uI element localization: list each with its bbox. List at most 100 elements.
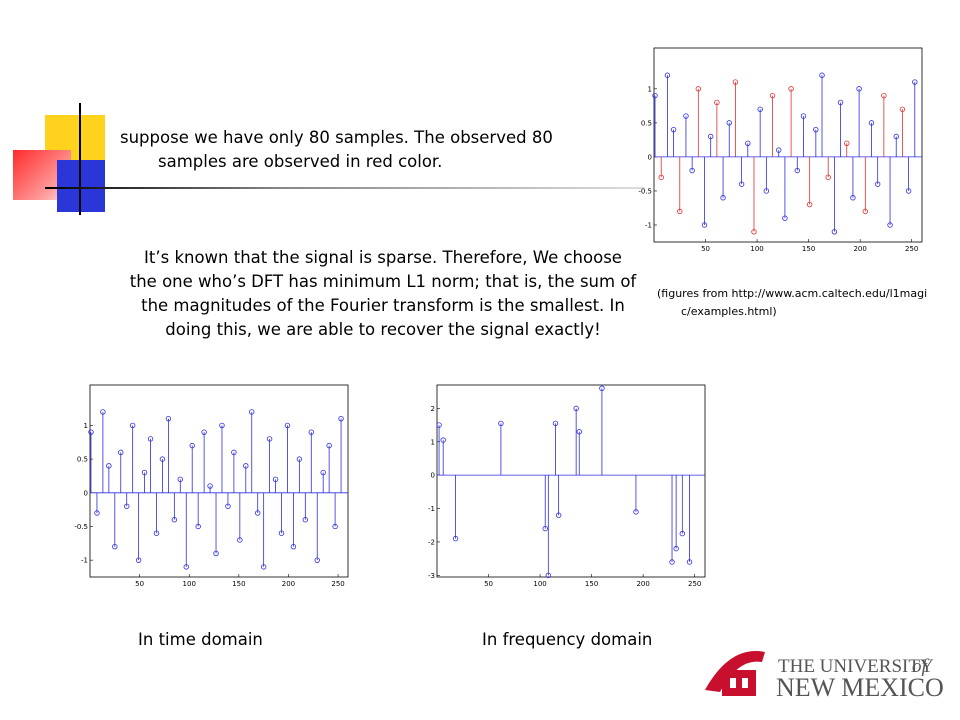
logo: THE UNIVERSITY of NEW MEXICO bbox=[705, 651, 944, 702]
deco-blue bbox=[57, 160, 105, 212]
stem-marker bbox=[266, 436, 273, 442]
logo-arc bbox=[705, 651, 765, 692]
stem-marker bbox=[219, 422, 225, 429]
stem-marker bbox=[118, 449, 124, 456]
logo-of: of bbox=[912, 656, 930, 677]
x-tick-label: 150 bbox=[232, 580, 245, 588]
stem-marker bbox=[183, 564, 189, 570]
stem-marker bbox=[147, 436, 154, 442]
stem-marker bbox=[633, 509, 639, 515]
caption: (figures from http://www.acm.caltech.edu… bbox=[657, 287, 928, 318]
stem-marker bbox=[776, 147, 782, 153]
stem-marker bbox=[100, 409, 106, 415]
logo-state: NEW MEXICO bbox=[776, 673, 944, 702]
stem-marker bbox=[664, 72, 671, 78]
stem-marker bbox=[695, 86, 702, 92]
stem-marker bbox=[177, 476, 183, 483]
stem-marker bbox=[701, 222, 708, 228]
stem-marker bbox=[290, 543, 297, 550]
plot-observed: 50 100 150 200 250 -1 -0.5 0 0.5 1 bbox=[638, 47, 923, 253]
y-tick-label: -3 bbox=[428, 572, 435, 580]
stem-marker bbox=[201, 429, 207, 435]
stem-marker bbox=[296, 456, 303, 462]
stem-marker bbox=[189, 442, 195, 449]
logo-window bbox=[730, 678, 736, 688]
y-tick-label: -1 bbox=[81, 557, 88, 565]
stem-marker bbox=[757, 106, 763, 112]
stem-marker bbox=[806, 201, 813, 208]
plot-frame bbox=[653, 47, 923, 243]
stem-marker bbox=[320, 469, 326, 476]
stem-marker bbox=[552, 420, 559, 427]
stem-marker bbox=[707, 133, 714, 140]
stem-marker bbox=[498, 420, 504, 427]
stem-marker bbox=[272, 476, 279, 483]
stem-marker bbox=[452, 535, 459, 542]
stem-marker bbox=[555, 512, 562, 518]
stem-marker bbox=[813, 126, 819, 133]
plot-frame bbox=[436, 384, 706, 578]
stem-marker bbox=[726, 120, 732, 126]
stem-marker bbox=[732, 79, 739, 85]
stem-marker bbox=[165, 415, 172, 422]
y-tick-label: -0.5 bbox=[638, 187, 652, 195]
x-tick-label: 100 bbox=[533, 580, 546, 588]
stem-marker bbox=[153, 530, 160, 536]
y-tick-label: -0.5 bbox=[74, 523, 88, 531]
stem-marker bbox=[769, 92, 776, 99]
stem-marker bbox=[670, 126, 677, 133]
stem-marker bbox=[899, 106, 906, 112]
stem-marker bbox=[302, 517, 309, 523]
x-tick-label: 200 bbox=[636, 580, 649, 588]
stem-marker bbox=[195, 523, 201, 530]
stem-marker bbox=[207, 483, 213, 489]
stem-marker bbox=[88, 429, 94, 435]
stem-marker bbox=[819, 72, 825, 78]
x-tick-label: 100 bbox=[750, 245, 763, 253]
y-tick-label: 0 bbox=[648, 153, 652, 161]
stem-marker bbox=[573, 405, 579, 412]
stem-marker bbox=[782, 215, 788, 221]
x-tick-label: 200 bbox=[282, 580, 295, 588]
stem-marker bbox=[745, 140, 751, 146]
stem-marker bbox=[545, 572, 552, 579]
x-tick-label: 50 bbox=[484, 580, 493, 588]
stem-marker bbox=[599, 385, 605, 392]
y-tick-label: -1 bbox=[428, 505, 435, 513]
stem-marker bbox=[124, 503, 130, 509]
y-tick-label: 1 bbox=[431, 438, 435, 446]
stem-marker bbox=[800, 113, 807, 119]
stem-marker bbox=[135, 557, 142, 563]
stem-marker bbox=[284, 422, 291, 429]
deco-vline bbox=[79, 103, 81, 215]
stem-marker bbox=[844, 140, 850, 146]
stem-marker bbox=[254, 510, 261, 516]
stem-marker bbox=[905, 188, 912, 194]
x-tick-label: 150 bbox=[585, 580, 598, 588]
x-tick-label: 100 bbox=[183, 580, 196, 588]
x-tick-label: 150 bbox=[802, 245, 815, 253]
stem-marker bbox=[679, 530, 686, 537]
stem-marker bbox=[213, 550, 219, 557]
stem-marker bbox=[689, 167, 695, 174]
stem-marker bbox=[686, 559, 693, 565]
stem-marker bbox=[887, 222, 893, 228]
stem-marker bbox=[326, 442, 332, 449]
y-tick-label: 1 bbox=[84, 422, 88, 430]
stem-marker bbox=[763, 188, 770, 194]
stem-marker bbox=[308, 429, 314, 435]
stem-marker bbox=[106, 463, 112, 469]
x-tick-label: 250 bbox=[688, 580, 701, 588]
y-tick-label: 2 bbox=[431, 405, 435, 413]
stem-marker bbox=[260, 564, 267, 570]
plot-time: 50 100 150 200 250 -1 -0.5 0 0.5 1 bbox=[74, 384, 349, 588]
stem-marker bbox=[831, 229, 838, 235]
stem-marker bbox=[788, 86, 794, 92]
stem-marker bbox=[338, 415, 344, 422]
stem-marker bbox=[249, 409, 255, 415]
paragraph: It’s known that the signal is sparse. Th… bbox=[129, 248, 637, 339]
stem-marker bbox=[669, 559, 675, 565]
stem-marker bbox=[837, 99, 844, 106]
stem-marker bbox=[171, 517, 178, 523]
